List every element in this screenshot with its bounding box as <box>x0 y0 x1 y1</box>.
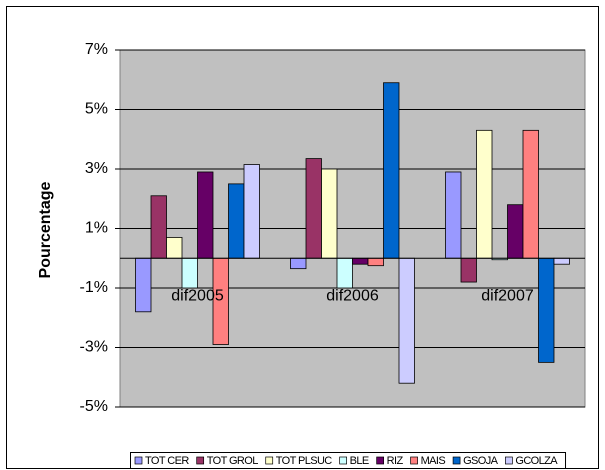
x-tick-label: dif2007 <box>481 287 534 304</box>
bar <box>367 257 384 267</box>
legend-label: TOT GROL <box>207 455 259 467</box>
legend-swatch <box>410 456 418 465</box>
legend-label: RIZ <box>387 455 404 467</box>
bar <box>166 237 183 259</box>
legend-swatch <box>339 456 348 465</box>
legend-label: TOT CER <box>145 455 189 467</box>
y-axis-label: Pourcentage <box>37 181 54 278</box>
legend-label: MAIS <box>421 455 446 467</box>
bar <box>290 257 307 270</box>
bar <box>553 257 570 265</box>
legend-label: GCOLZA <box>515 455 558 467</box>
legend-swatch <box>134 456 143 465</box>
legend-swatch <box>265 456 274 465</box>
bar <box>383 82 400 259</box>
x-tick-label: dif2005 <box>171 287 224 304</box>
bar <box>476 129 493 259</box>
bar <box>305 158 322 259</box>
y-tick-label: -1% <box>80 279 108 296</box>
legend-label: BLE <box>350 455 369 467</box>
legend-swatch <box>376 456 385 465</box>
bar <box>243 164 260 259</box>
x-tick-label: dif2006 <box>326 287 379 304</box>
legend-swatch <box>505 456 513 465</box>
bar <box>181 257 198 289</box>
bar <box>460 257 477 283</box>
bar <box>507 204 524 259</box>
bar <box>336 257 353 289</box>
legend-label: GSOJA <box>463 455 499 467</box>
bar <box>352 257 369 265</box>
y-tick-label: -3% <box>80 339 108 356</box>
legend-swatch <box>196 456 205 465</box>
bar <box>398 257 415 384</box>
y-tick-label: -5% <box>80 398 108 415</box>
bar <box>538 257 555 363</box>
legend-box <box>130 452 567 469</box>
bar <box>197 171 214 259</box>
bar <box>228 183 245 259</box>
bar <box>135 257 152 313</box>
bar <box>150 195 167 259</box>
y-tick-label: 3% <box>85 160 108 177</box>
legend-label: TOT PLSUC <box>276 455 333 467</box>
bar <box>522 129 539 259</box>
y-tick-label: 5% <box>85 101 108 118</box>
bar <box>445 171 462 259</box>
bar <box>321 168 338 259</box>
y-tick-label: 1% <box>85 220 108 237</box>
y-tick-label: 7% <box>85 41 108 58</box>
legend-swatch <box>452 456 461 465</box>
